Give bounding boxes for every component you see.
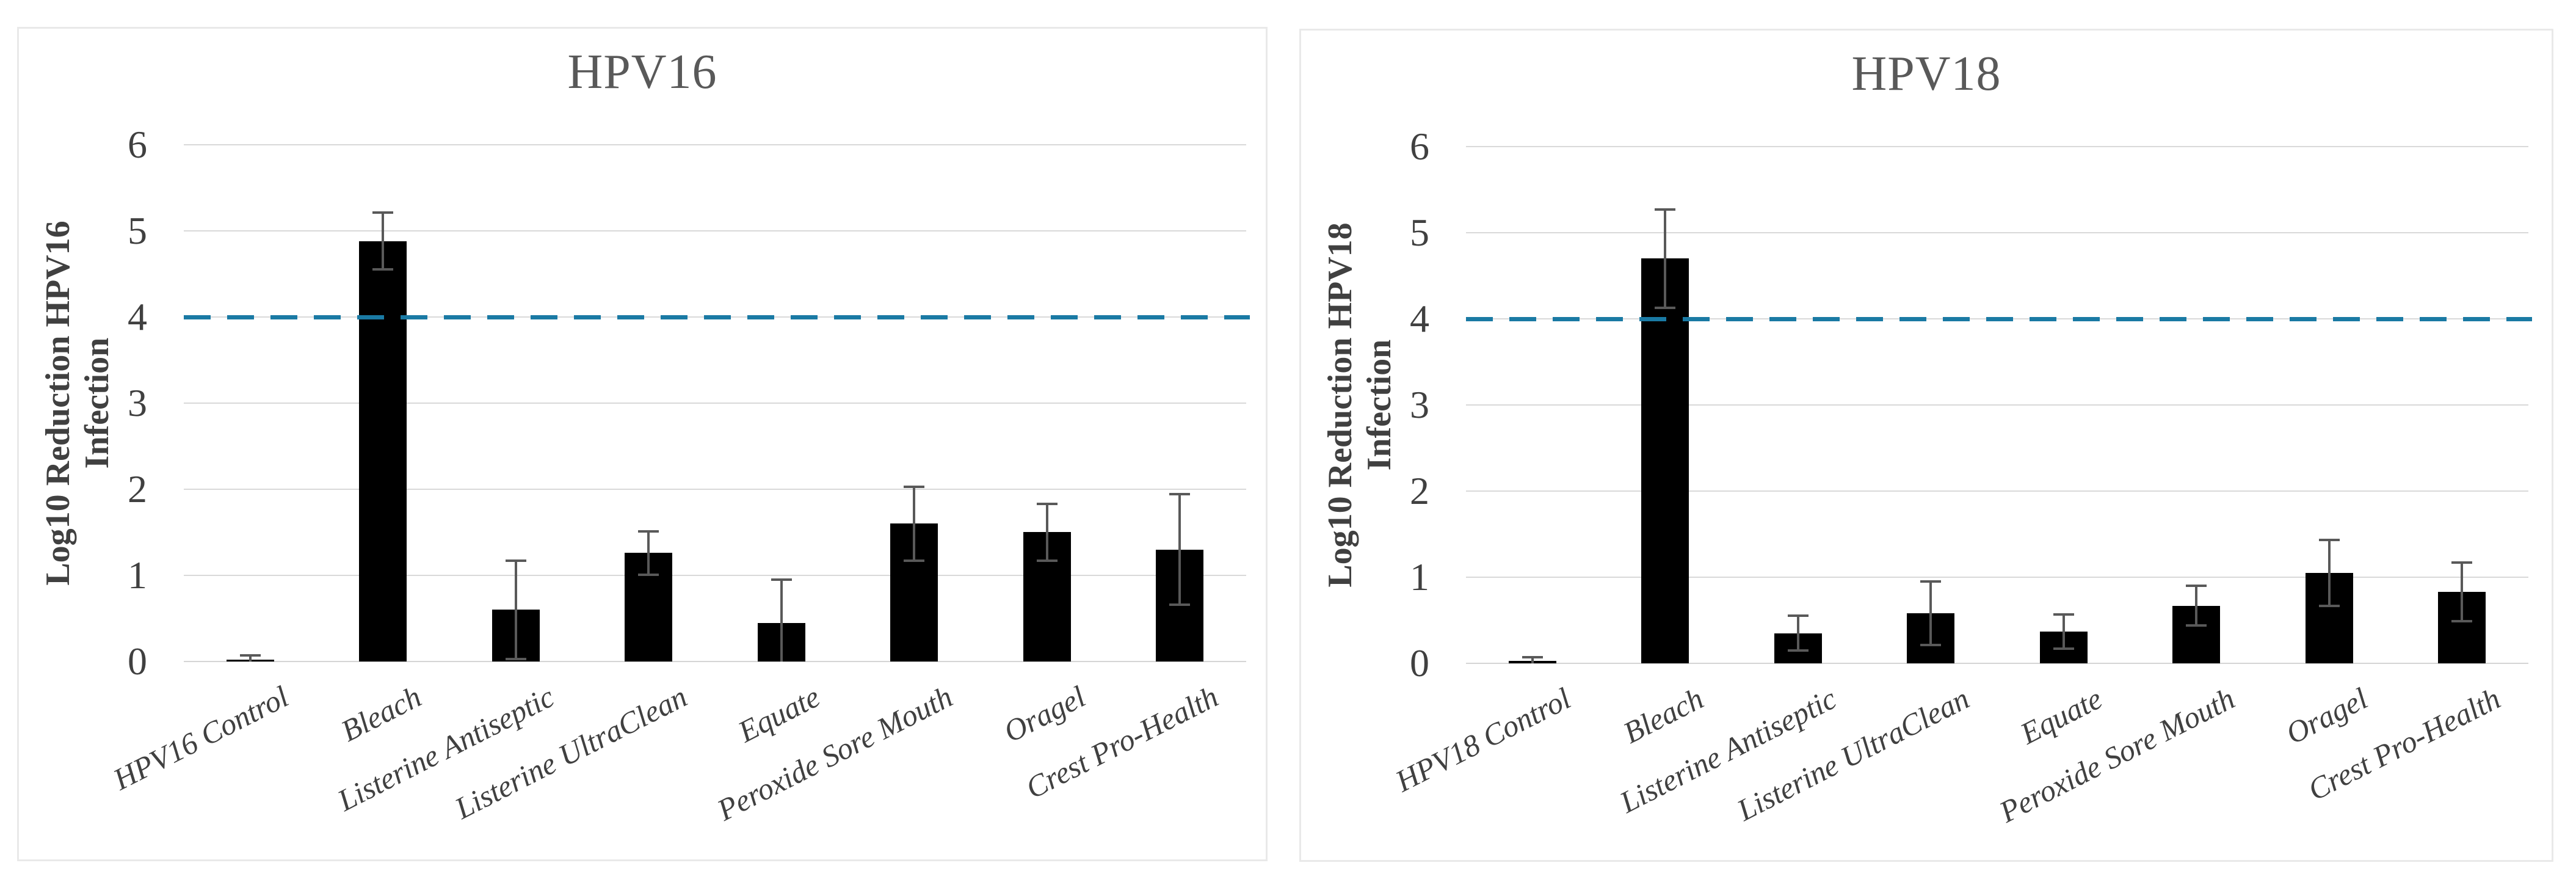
- plot-area: 0 1 2 3 4 5 6 HPV18 Control Bleach Listerine Anti…: [1390, 125, 2532, 829]
- error-bar-cap-top: [1522, 656, 1543, 659]
- error-bar-line: [1178, 494, 1181, 605]
- y-tick-label: 6: [128, 123, 147, 166]
- x-category-label: Listerine UltraClean: [1732, 680, 1975, 828]
- error-bar-line: [1045, 503, 1048, 561]
- gridline: [1466, 146, 2528, 147]
- gridline: [184, 489, 1246, 490]
- error-bar-line: [647, 531, 650, 575]
- error-bar-cap-top: [638, 530, 659, 533]
- gridline: [184, 144, 1246, 145]
- error-bar-cap-bottom: [2318, 604, 2340, 607]
- error-bar-cap-top: [771, 578, 792, 581]
- error-bar-line: [2195, 586, 2198, 625]
- error-bar-cap-top: [2186, 585, 2207, 588]
- error-bar-cap-top: [2318, 539, 2340, 542]
- error-bar-line: [514, 561, 517, 659]
- x-category-label: Oragel: [998, 679, 1091, 749]
- y-tick-label: 5: [128, 209, 147, 252]
- y-tick-label: 4: [1410, 297, 1429, 340]
- threshold-line: [1466, 317, 2532, 321]
- error-bar-cap-top: [372, 211, 394, 214]
- y-tick-label: 0: [128, 640, 147, 683]
- error-bar-cap-top: [505, 559, 526, 563]
- error-bar-cap-bottom: [2451, 619, 2473, 622]
- error-bar-cap-bottom: [638, 573, 659, 576]
- error-bar-cap-bottom: [1787, 649, 1809, 652]
- gridline: [1466, 404, 2528, 406]
- gridline: [184, 403, 1246, 404]
- y-tick-label: 3: [1410, 383, 1429, 426]
- error-bar-line: [249, 655, 252, 662]
- error-bar-cap-bottom: [1169, 603, 1191, 606]
- error-bar-cap-bottom: [372, 268, 394, 271]
- error-bar-cap-top: [239, 654, 261, 657]
- y-tick-label: 6: [1410, 125, 1429, 168]
- x-category-label: Listerine Antiseptic: [1614, 680, 1842, 820]
- x-category-label: Listerine UltraClean: [449, 679, 693, 826]
- error-bar-cap-bottom: [1920, 644, 1942, 647]
- chart-title: HPV16: [567, 45, 717, 99]
- error-bar-cap-top: [904, 485, 925, 488]
- x-category-label: Bleach: [1618, 680, 1710, 750]
- y-tick-label: 1: [128, 553, 147, 597]
- y-tick-label: 2: [128, 467, 147, 511]
- error-bar-line: [1664, 209, 1667, 308]
- error-bar-line: [2461, 563, 2464, 621]
- error-bar-cap-top: [1787, 614, 1809, 618]
- error-bar-line: [2062, 614, 2065, 649]
- error-bar-cap-bottom: [1036, 559, 1058, 563]
- gridline: [1466, 490, 2528, 492]
- x-category-label: Listerine Antiseptic: [332, 679, 560, 818]
- gridline: [1466, 663, 2528, 664]
- y-tick-label: 1: [1410, 555, 1429, 599]
- error-bar-cap-bottom: [2053, 647, 2074, 651]
- error-bar-cap-top: [2451, 561, 2473, 564]
- error-bar-line: [780, 580, 783, 662]
- gridline: [184, 661, 1246, 662]
- plot-area: 0 1 2 3 4 5 6 HPV16 Control Bleach Listerine Anti…: [108, 123, 1250, 827]
- error-bar-cap-top: [1036, 502, 1058, 505]
- error-bar-line: [1796, 616, 1799, 651]
- y-tick-label: 0: [1410, 641, 1429, 685]
- error-bar-cap-top: [1169, 493, 1191, 496]
- error-bar-line: [1531, 657, 1534, 663]
- x-category-label: HPV16 Control: [107, 679, 294, 797]
- y-tick-label: 2: [1410, 469, 1429, 512]
- x-category-label: HPV18 Control: [1390, 680, 1576, 799]
- y-tick-label: 4: [128, 295, 147, 338]
- error-bar-cap-bottom: [1655, 306, 1676, 309]
- chart-title: HPV18: [1851, 47, 2001, 101]
- x-category-label: Equate: [733, 679, 825, 749]
- bar: [1641, 258, 1689, 663]
- error-bar-line: [913, 486, 916, 561]
- error-bar-cap-bottom: [2186, 624, 2207, 627]
- error-bar-cap-top: [2053, 613, 2074, 616]
- error-bar-line: [382, 213, 385, 270]
- bar: [359, 241, 407, 662]
- gridline: [1466, 577, 2528, 578]
- error-bar-cap-bottom: [904, 559, 925, 563]
- error-bar-cap-bottom: [505, 657, 526, 660]
- x-category-label: Oragel: [2280, 680, 2373, 751]
- y-tick-label: 3: [128, 381, 147, 425]
- gridline: [184, 575, 1246, 576]
- x-category-label: Equate: [2015, 680, 2108, 751]
- error-bar-line: [2327, 540, 2331, 606]
- gridline: [1466, 232, 2528, 233]
- threshold-line: [184, 315, 1250, 319]
- x-category-label: Bleach: [336, 679, 427, 748]
- y-tick-label: 5: [1410, 211, 1429, 254]
- error-bar-cap-top: [1655, 208, 1676, 211]
- error-bar-line: [1929, 581, 1932, 646]
- gridline: [184, 230, 1246, 231]
- error-bar-cap-top: [1920, 580, 1942, 583]
- x-category-label: Peroxide Sore Mouth: [711, 679, 959, 828]
- x-category-label: Peroxide Sore Mouth: [1994, 680, 2241, 829]
